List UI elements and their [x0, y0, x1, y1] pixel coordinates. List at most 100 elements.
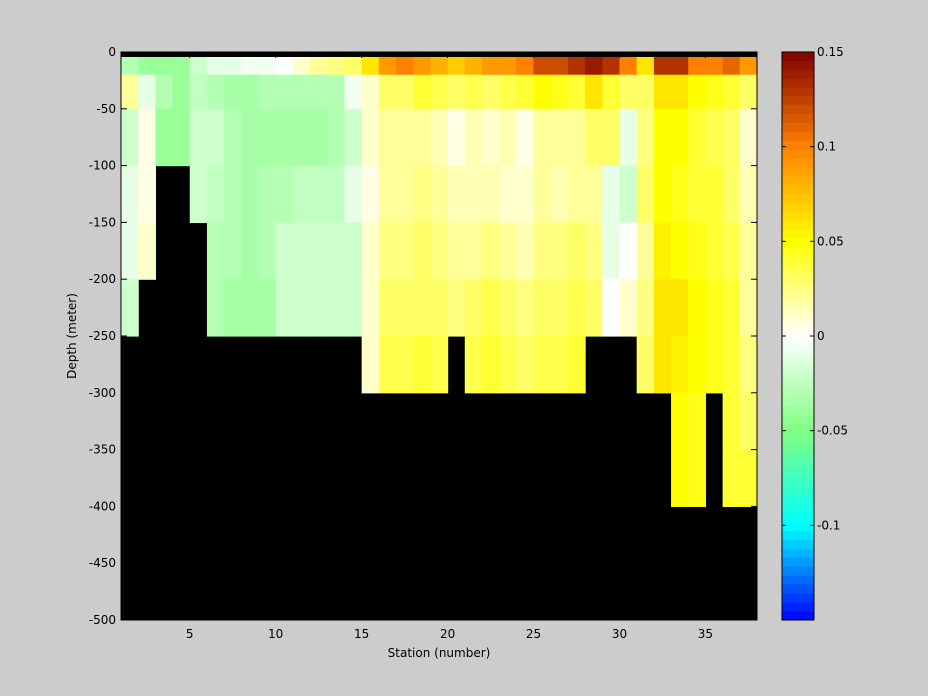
- heatmap-cell: [413, 108, 432, 167]
- colorbar-segment: [782, 336, 814, 346]
- heatmap-cell: [550, 74, 569, 110]
- heatmap-cell: [258, 279, 277, 337]
- heatmap-cell: [430, 52, 449, 76]
- heatmap-cell: [241, 108, 260, 167]
- colorbar-segment: [782, 549, 814, 559]
- heatmap-cell: [602, 52, 621, 76]
- heatmap-cell: [361, 222, 380, 280]
- heatmap-cell: [138, 222, 156, 280]
- heatmap-cell: [275, 74, 294, 110]
- heatmap-cell: [224, 52, 242, 76]
- heatmap-cell: [396, 222, 414, 280]
- heatmap-cell: [705, 165, 724, 223]
- x-tick-label: 10: [268, 627, 283, 641]
- heatmap-cell: [499, 336, 517, 394]
- heatmap-cell: [516, 165, 535, 223]
- heatmap-cell: [636, 165, 655, 223]
- heatmap-cell: [688, 108, 707, 167]
- heatmap-cell: [481, 74, 500, 110]
- colorbar-segment: [782, 318, 814, 328]
- heatmap-cell: [481, 279, 500, 337]
- heatmap-cell: [671, 52, 689, 76]
- heatmap-cell: [413, 74, 432, 110]
- heatmap-cell: [138, 52, 156, 76]
- x-axis-label: Station (number): [388, 646, 491, 660]
- heatmap-cell: [275, 108, 294, 167]
- heatmap-cell: [189, 108, 208, 167]
- heatmap-cell: [688, 279, 707, 337]
- heatmap-cell: [241, 74, 260, 110]
- colorbar-segment: [782, 52, 814, 62]
- heatmap-cell: [430, 74, 449, 110]
- heatmap-cell: [516, 108, 535, 167]
- heatmap-cell: [516, 52, 535, 76]
- colorbar-segment: [782, 380, 814, 390]
- colorbar-segment: [782, 451, 814, 461]
- y-axis-label: Depth (meter): [65, 293, 79, 379]
- heatmap-cell: [619, 108, 638, 167]
- heatmap-cell: [705, 74, 724, 110]
- heatmap-cell: [636, 74, 655, 110]
- heatmap-cell: [413, 336, 432, 394]
- colorbar-segment: [782, 185, 814, 195]
- heatmap-cell: [292, 222, 311, 280]
- heatmap-cell: [310, 74, 328, 110]
- heatmap-cell: [258, 165, 277, 223]
- x-tick-label: 15: [354, 627, 369, 641]
- heatmap-cell: [533, 52, 552, 76]
- heatmap-cell: [292, 74, 311, 110]
- heatmap-cell: [378, 108, 397, 167]
- heatmap-cell: [121, 279, 139, 337]
- heatmap-cell: [396, 165, 414, 223]
- heatmap-cell: [739, 108, 758, 167]
- heatmap-cell: [310, 108, 328, 167]
- colorbar-tick-label: 0.1: [817, 140, 836, 154]
- heatmap-cell: [206, 108, 225, 167]
- heatmap-cell: [567, 222, 586, 280]
- heatmap-cell: [172, 108, 191, 167]
- heatmap-cell: [430, 165, 449, 223]
- surface-band: [121, 52, 757, 57]
- heatmap-cell: [516, 279, 535, 337]
- heatmap-cell: [464, 52, 483, 76]
- heatmap-cell: [361, 74, 380, 110]
- heatmap-cell: [671, 392, 689, 451]
- y-tick-label: 0: [108, 45, 116, 59]
- colorbar-tick-label: 0.15: [817, 45, 844, 59]
- heatmap-cell: [688, 449, 707, 507]
- heatmap-cell: [310, 52, 328, 76]
- heatmap-cell: [499, 222, 517, 280]
- heatmap-cell: [292, 165, 311, 223]
- colorbar-segment: [782, 460, 814, 470]
- heatmap-cell: [396, 74, 414, 110]
- heatmap-cell: [327, 74, 346, 110]
- heatmap-cell: [189, 165, 208, 223]
- colorbar-tick-label: -0.1: [817, 518, 840, 532]
- y-tick-label: -350: [89, 443, 116, 457]
- heatmap-cell: [722, 74, 741, 110]
- heatmap-cell: [206, 52, 225, 76]
- colorbar-segment: [782, 566, 814, 577]
- y-tick-label: -400: [89, 499, 116, 513]
- colorbar-segment: [782, 495, 814, 506]
- heatmap-cell: [121, 222, 139, 280]
- heatmap-cell: [533, 279, 552, 337]
- x-tick-label: 5: [186, 627, 194, 641]
- heatmap-cell: [241, 222, 260, 280]
- heatmap-cell: [636, 279, 655, 337]
- heatmap-cell: [739, 336, 758, 394]
- colorbar-segment: [782, 531, 814, 541]
- heatmap-cell: [739, 222, 758, 280]
- x-tick-label: 25: [526, 627, 541, 641]
- colorbar-segment: [782, 60, 814, 71]
- heatmap-cell: [688, 336, 707, 394]
- colorbar-segment: [782, 247, 814, 257]
- heatmap-cell: [602, 108, 621, 167]
- heatmap-cell: [224, 165, 242, 223]
- heatmap-cell: [671, 336, 689, 394]
- heatmap-cell: [121, 52, 139, 76]
- heatmap-cell: [688, 392, 707, 451]
- colorbar-segment: [782, 140, 814, 151]
- heatmap-cell: [292, 108, 311, 167]
- heatmap-cell: [671, 74, 689, 110]
